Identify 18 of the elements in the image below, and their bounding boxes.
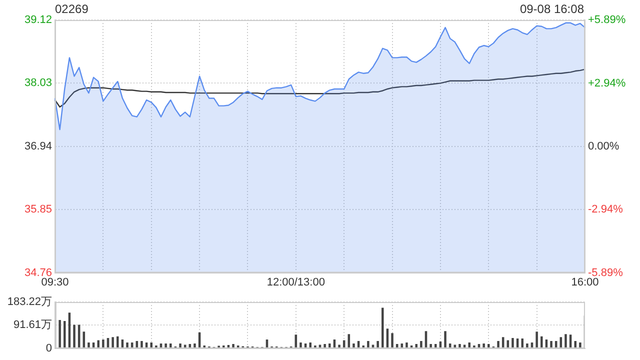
- y-tick-label: 0: [46, 342, 52, 354]
- x-tick-label: 09:30: [41, 276, 69, 288]
- y2-tick-label: -5.89%: [588, 266, 624, 279]
- y2-tick-label: +5.89%: [588, 14, 626, 26]
- y-tick-label: 183.22万: [7, 296, 52, 308]
- chart-subtitle: 09-08 16:08: [520, 2, 584, 16]
- chart-title: 02269: [55, 2, 88, 16]
- y2-tick-label: +2.94%: [588, 77, 626, 90]
- y-tick-label: 91.61万: [13, 319, 52, 332]
- y-tick-label: 35.85: [24, 204, 52, 216]
- x-tick-label: 16:00: [571, 276, 599, 288]
- y2-tick-label: -2.94%: [588, 204, 624, 216]
- y-tick-label: 34.76: [24, 266, 52, 279]
- y-tick-label: 36.94: [24, 140, 52, 152]
- x-tick-label: 12:00/13:00: [266, 276, 325, 288]
- y-tick-label: 38.03: [24, 77, 52, 90]
- y2-tick-label: 0.00%: [588, 140, 620, 152]
- y-tick-label: 39.12: [24, 14, 52, 26]
